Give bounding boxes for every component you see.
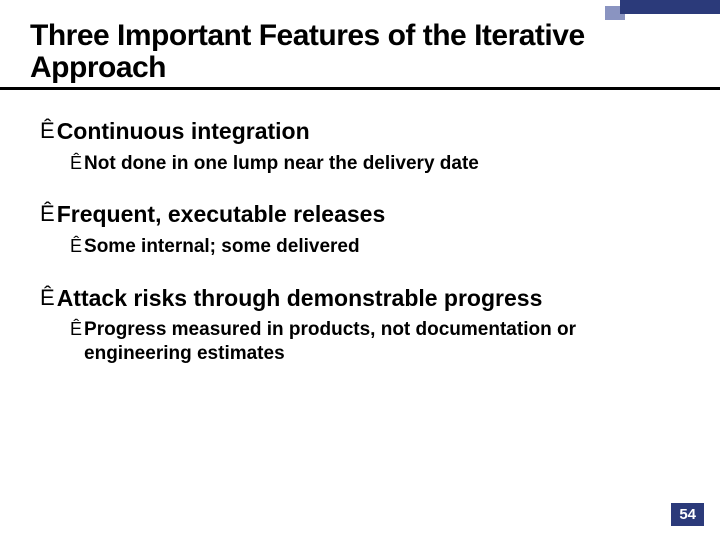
bullet-l2-text: Progress measured in products, not docum… [84, 318, 644, 366]
title-block: Three Important Features of the Iterativ… [0, 20, 720, 90]
arrow-icon: Ê [40, 118, 55, 144]
page-number: 54 [671, 503, 704, 526]
accent-dark-box [620, 0, 720, 14]
bullet-l2: Ê Not done in one lump near the delivery… [40, 152, 690, 176]
arrow-icon: Ê [70, 235, 82, 258]
bullet-l2: Ê Progress measured in products, not doc… [40, 318, 690, 366]
title-accent [600, 0, 720, 26]
bullet-l1-text: Attack risks through demonstrable progre… [57, 285, 543, 313]
bullet-l2-text: Not done in one lump near the delivery d… [84, 152, 479, 176]
content: Ê Continuous integration Ê Not done in o… [0, 102, 720, 366]
arrow-icon: Ê [40, 201, 55, 227]
bullet-l2-text: Some internal; some delivered [84, 235, 360, 259]
arrow-icon: Ê [70, 318, 82, 341]
bullet-l1: Ê Frequent, executable releases [40, 201, 690, 229]
bullet-l2: Ê Some internal; some delivered [40, 235, 690, 259]
bullet-l1-text: Frequent, executable releases [57, 201, 386, 229]
arrow-icon: Ê [70, 152, 82, 175]
slide: Three Important Features of the Iterativ… [0, 0, 720, 540]
page-title: Three Important Features of the Iterativ… [30, 20, 690, 83]
bullet-l1-text: Continuous integration [57, 118, 310, 146]
arrow-icon: Ê [40, 285, 55, 311]
bullet-l1: Ê Attack risks through demonstrable prog… [40, 285, 690, 313]
bullet-l1: Ê Continuous integration [40, 118, 690, 146]
